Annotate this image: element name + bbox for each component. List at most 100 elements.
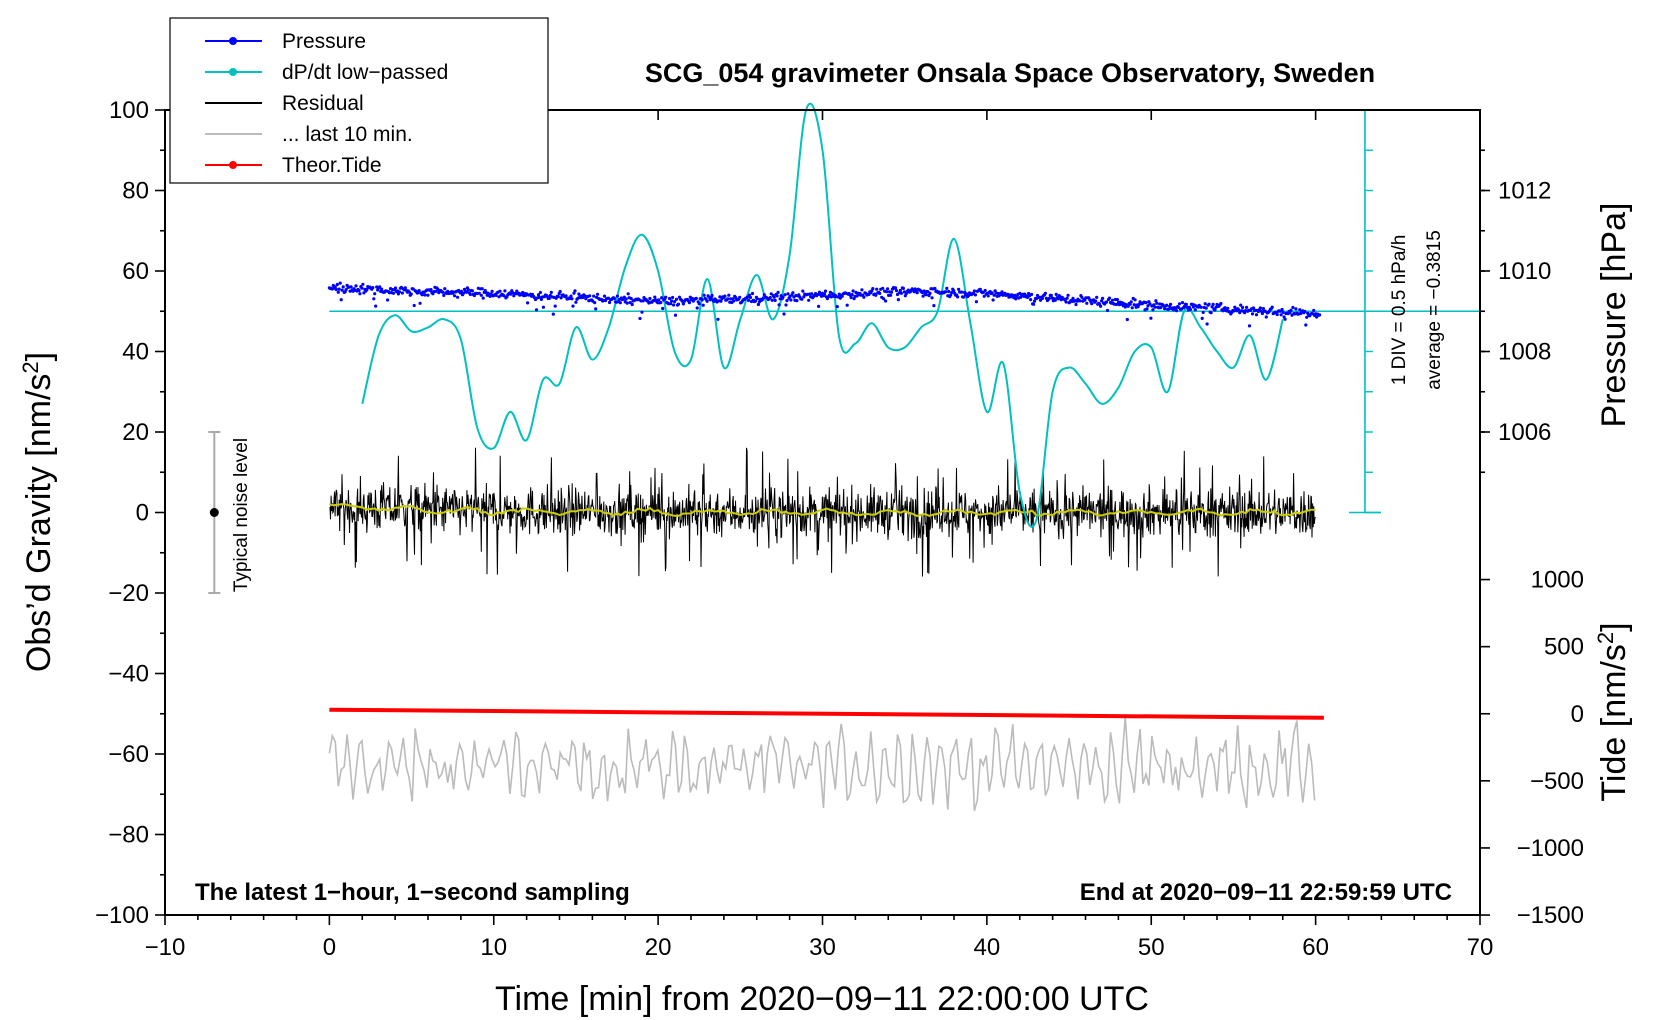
pressure-point bbox=[738, 295, 742, 299]
pressure-point bbox=[1049, 293, 1053, 297]
pressure-point bbox=[784, 303, 788, 307]
pressure-point bbox=[716, 317, 720, 321]
y-tick-label: 60 bbox=[122, 258, 149, 285]
pressure-point bbox=[1128, 302, 1132, 306]
pressure-point bbox=[594, 307, 598, 311]
tide-tick-label: 500 bbox=[1544, 634, 1584, 661]
pressure-point bbox=[1261, 307, 1265, 311]
pressure-point bbox=[539, 297, 544, 301]
pressure-point bbox=[1032, 302, 1036, 306]
pressure-point bbox=[1094, 299, 1098, 303]
pressure-point bbox=[710, 293, 714, 298]
pressure-point bbox=[541, 305, 546, 309]
pressure-point bbox=[835, 305, 839, 309]
pressure-point bbox=[791, 291, 795, 295]
pressure-point bbox=[574, 300, 578, 304]
pressure-point bbox=[886, 287, 890, 291]
pressure-point bbox=[878, 291, 882, 295]
pressure-point bbox=[1239, 303, 1243, 307]
legend-entries: Pressure dP/dt low−passed Residual ... last… bbox=[205, 30, 448, 177]
pressure-point bbox=[624, 297, 628, 301]
pressure-point bbox=[553, 304, 557, 308]
pressure-point bbox=[781, 295, 785, 299]
pressure-point bbox=[1105, 308, 1110, 313]
pressure-point bbox=[1294, 307, 1298, 311]
pressure-point bbox=[802, 295, 806, 299]
y-axis-title-gravity: Obs’d Gravity [nm/s2] bbox=[18, 352, 58, 672]
pressure-point bbox=[653, 295, 657, 299]
pressure-point bbox=[1144, 301, 1148, 305]
pressure-point bbox=[991, 298, 995, 302]
pressure-point bbox=[745, 295, 750, 299]
y-axis-gravity: 100 80 60 40 20 0 −20 −40 −60 −80 −100 bbox=[95, 97, 165, 929]
y-tick-label: 20 bbox=[122, 419, 149, 446]
tide-title-main-text: Tide [nm/s bbox=[1595, 644, 1633, 801]
pressure-point bbox=[850, 293, 854, 297]
pressure-point bbox=[1145, 307, 1149, 311]
pressure-point bbox=[1125, 317, 1129, 322]
pressure-point bbox=[783, 293, 787, 297]
tide-tick-label: −1500 bbox=[1517, 902, 1584, 929]
pressure-point bbox=[748, 295, 753, 300]
pressure-point bbox=[949, 293, 953, 297]
pressure-point bbox=[672, 303, 676, 307]
legend-swatch-dot bbox=[229, 37, 237, 45]
pressure-point bbox=[1219, 301, 1223, 306]
y-tick-label: 100 bbox=[109, 97, 149, 124]
pressure-point bbox=[393, 286, 398, 290]
pressure-point bbox=[1264, 315, 1268, 319]
tide-tick-label: −500 bbox=[1530, 768, 1584, 795]
pressure-point bbox=[701, 303, 705, 307]
pressure-point bbox=[558, 289, 562, 294]
pressure-point bbox=[1304, 323, 1308, 327]
pressure-point bbox=[498, 289, 502, 293]
pressure-point bbox=[747, 293, 752, 297]
pressure-point bbox=[1071, 296, 1075, 300]
pressure-point bbox=[687, 301, 692, 305]
pressure-point bbox=[481, 296, 485, 300]
pressure-point bbox=[551, 312, 555, 316]
y-tick-label: −80 bbox=[108, 822, 149, 849]
pressure-point bbox=[915, 291, 919, 295]
pressure-point bbox=[947, 289, 951, 294]
pressure-point bbox=[365, 288, 369, 292]
pressure-point bbox=[893, 286, 898, 290]
pressure-point bbox=[1132, 303, 1136, 307]
pressure-point bbox=[638, 316, 642, 321]
scale-label-div: 1 DIV = 0.5 hPa/h bbox=[1389, 235, 1410, 386]
pressure-point bbox=[464, 290, 469, 294]
pressure-point bbox=[426, 293, 430, 297]
pressure-point bbox=[1100, 299, 1104, 303]
pressure-point bbox=[556, 294, 560, 299]
pressure-point bbox=[612, 296, 617, 301]
pressure-point bbox=[429, 288, 433, 292]
pressure-point bbox=[1199, 305, 1203, 309]
pressure-point bbox=[1163, 307, 1167, 311]
pressure-point bbox=[700, 298, 704, 302]
x-tick-label: 30 bbox=[809, 934, 836, 961]
pressure-point bbox=[659, 300, 663, 305]
pressure-point bbox=[648, 296, 652, 301]
pressure-point bbox=[468, 292, 472, 297]
legend-label: Pressure bbox=[282, 30, 366, 53]
legend-swatch-dot bbox=[229, 68, 237, 76]
y-tick-label: −100 bbox=[95, 902, 149, 929]
pressure-point bbox=[777, 303, 781, 307]
pressure-point bbox=[961, 295, 966, 299]
pressure-point bbox=[1213, 308, 1217, 312]
pressure-point bbox=[894, 289, 899, 293]
pressure-point bbox=[694, 296, 698, 300]
pressure-point bbox=[810, 292, 814, 296]
pressure-point bbox=[1104, 300, 1109, 304]
pressure-point bbox=[1099, 304, 1103, 308]
pressure-point bbox=[773, 298, 777, 302]
pressure-point bbox=[494, 293, 498, 297]
scale-label-average: average = −0.3815 bbox=[1424, 230, 1445, 390]
pressure-point bbox=[882, 297, 886, 301]
pressure-point bbox=[1169, 302, 1173, 306]
pressure-point bbox=[1155, 301, 1159, 305]
pressure-point bbox=[625, 301, 629, 305]
pressure-point bbox=[1254, 313, 1259, 317]
pressure-point bbox=[973, 293, 978, 297]
pressure-point bbox=[503, 289, 507, 293]
